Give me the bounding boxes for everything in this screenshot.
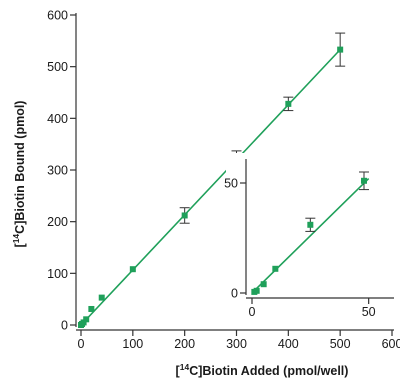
inset-fit-line [251, 178, 370, 294]
main-data-point [337, 46, 344, 53]
main-x-tick-label: 500 [330, 337, 351, 351]
main-data-point [181, 212, 188, 219]
main-data-point [80, 319, 87, 326]
main-x-tick-label: 200 [174, 337, 195, 351]
main-y-tick-label: 0 [61, 319, 68, 333]
y-axis-title-superscript: 14 [11, 234, 21, 244]
inset-data-point [307, 221, 314, 228]
main-x-tick-label: 400 [278, 337, 299, 351]
inset-data-point [272, 265, 279, 272]
main-data-point [285, 100, 292, 107]
main-y-tick-label: 400 [47, 112, 68, 126]
x-axis-title: [14C]Biotin Added (pmol/well) [176, 362, 349, 378]
y-axis-title: [14C]Biotin Bound (pmol) [11, 101, 27, 248]
main-data-point [88, 305, 95, 312]
main-y-ticks: 0 100 200 300 400 500 600 [47, 9, 76, 333]
inset-y-tick-label: 50 [224, 177, 238, 191]
x-axis-title-superscript: 14 [180, 362, 190, 372]
inset-data-point [260, 281, 267, 288]
inset-x-tick-label: 0 [249, 305, 256, 319]
main-x-tick-label: 300 [226, 337, 247, 351]
main-data-point [129, 266, 136, 273]
inset-y-tick-label: 0 [231, 287, 238, 301]
y-axis-title-main: C]Biotin Bound (pmol) [13, 101, 27, 234]
inset-series [251, 171, 370, 295]
main-y-tick-label: 600 [47, 9, 68, 23]
main-series [78, 32, 346, 328]
main-fit-line [80, 49, 341, 326]
x-axis-title-main: C]Biotin Added (pmol/well) [189, 364, 348, 378]
main-x-tick-label: 600 [382, 337, 400, 351]
main-data-point [98, 294, 105, 301]
main-data-point [83, 316, 90, 323]
x-axis-title-prefix: [ [176, 364, 181, 378]
main-x-tick-label: 0 [78, 337, 85, 351]
inset-data-point [253, 287, 260, 294]
inset-y-ticks: 0 50 [224, 177, 246, 301]
main-x-ticks: 0 100 200 300 400 500 600 [78, 330, 400, 351]
main-y-tick-label: 300 [47, 164, 68, 178]
main-y-tick-label: 500 [47, 60, 68, 74]
inset-plot: 0 50 0 50 [224, 153, 400, 323]
y-axis-title-prefix: [ [13, 242, 27, 247]
inset-data-point [361, 177, 367, 184]
inset-x-ticks: 0 50 [249, 298, 376, 319]
inset-x-tick-label: 50 [362, 305, 376, 319]
main-x-tick-label: 100 [122, 337, 143, 351]
main-y-tick-label: 200 [47, 215, 68, 229]
main-y-tick-label: 100 [47, 267, 68, 281]
